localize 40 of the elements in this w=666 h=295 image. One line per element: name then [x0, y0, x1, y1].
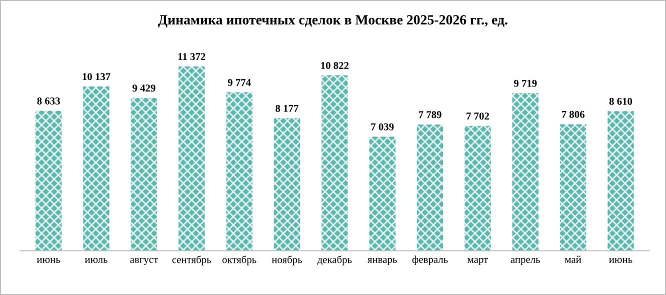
x-tick-label: июнь	[36, 258, 60, 263]
x-tick-label: сентябрь	[172, 256, 212, 266]
data-label: 11 372	[178, 53, 206, 60]
data-label: 8 633	[37, 97, 60, 104]
x-tick-label: январь	[368, 258, 397, 266]
x-tick-label: август	[130, 258, 158, 266]
data-label: 7 039	[371, 123, 394, 130]
bar	[416, 124, 444, 251]
x-tick-label: апрель	[510, 258, 540, 266]
bar	[83, 86, 110, 251]
bar	[369, 136, 396, 251]
data-label: 9 719	[514, 80, 537, 87]
bar	[130, 98, 158, 251]
bar	[178, 66, 205, 251]
bar	[464, 126, 491, 251]
bar	[226, 92, 252, 251]
x-tick-label: февраль	[412, 256, 448, 266]
data-label: 7 702	[466, 112, 489, 120]
data-label: 8 610	[609, 98, 632, 105]
x-tick-label: июнь	[609, 258, 632, 263]
data-label: 9 774	[228, 79, 251, 86]
x-tick-label: март	[468, 258, 488, 266]
data-label: 7 789	[418, 111, 442, 118]
x-tick-label: июль	[84, 258, 108, 263]
x-tick-label: ноябрь	[272, 256, 302, 266]
x-tick-label: декабрь	[317, 256, 352, 266]
bar	[35, 110, 62, 251]
bar	[560, 124, 586, 251]
data-label: 9 429	[132, 84, 156, 92]
x-tick-label: октябрь	[222, 256, 256, 266]
x-tick-label: май	[564, 256, 582, 263]
data-label: 7 806	[562, 110, 584, 118]
bar	[512, 93, 538, 251]
data-label: 8 177	[276, 104, 298, 112]
chart-title: Динамика ипотечных сделок в Москве 2025-2026 гг., ед.	[158, 15, 508, 28]
data-label: 10 822	[321, 62, 349, 70]
bar	[274, 118, 300, 251]
bar	[608, 111, 634, 251]
data-label: 10 137	[82, 73, 110, 80]
bar	[322, 75, 348, 251]
